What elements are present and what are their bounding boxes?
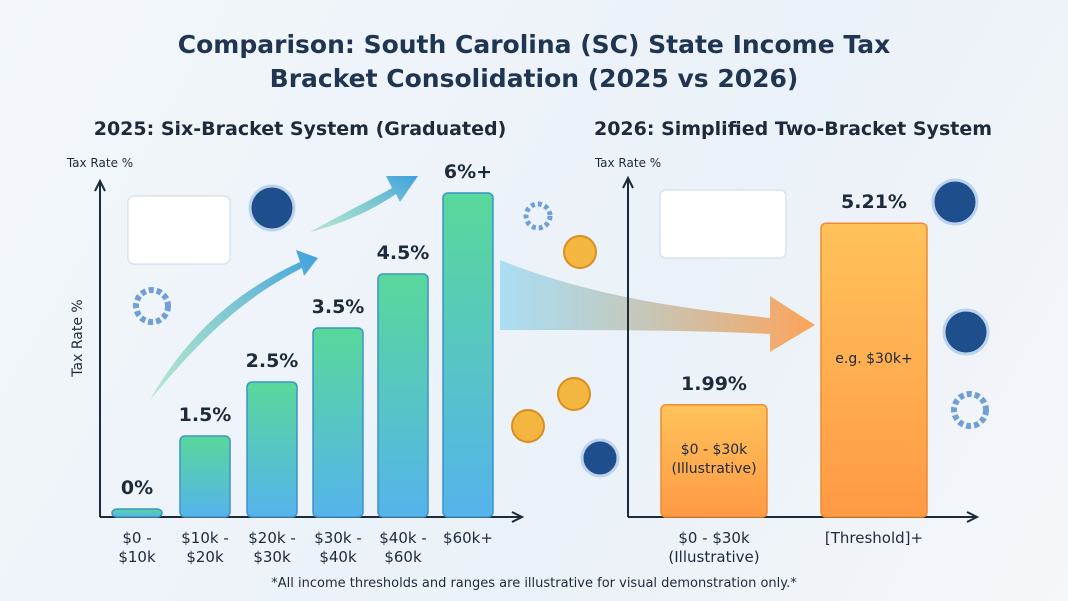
decor-arrow: [310, 176, 418, 232]
value-label: 1.99%: [681, 372, 747, 395]
decor-icons: [127, 178, 990, 478]
value-label: 2.5%: [245, 350, 299, 372]
x-tick-label: $20k - $30k: [248, 529, 296, 566]
x-tick-label: $10k - $20k: [181, 529, 229, 566]
bar: [820, 222, 928, 518]
y-axis: [622, 175, 634, 517]
bar: [111, 508, 163, 518]
bar: [179, 435, 231, 518]
y-axis-label: Tax Rate %: [70, 299, 86, 377]
bar: [660, 404, 768, 518]
footnote: *All income thresholds and ranges are il…: [271, 576, 797, 591]
bar-label: $0 - $30k (Illustrative): [671, 441, 757, 477]
x-tick-label: $40k - $60k: [379, 529, 427, 566]
bar: [246, 381, 298, 518]
subtitle: 2026: Simplified Two-Bracket System: [593, 118, 993, 140]
bar: [377, 273, 429, 518]
subtitle: 2025: Six-Bracket System (Graduated): [93, 118, 507, 140]
x-tick-label: $0 - $10k: [118, 529, 156, 566]
flow-arrow: [500, 260, 815, 352]
value-label: 3.5%: [311, 296, 365, 318]
y-axis: [94, 178, 106, 517]
value-label: 6%+: [443, 161, 493, 183]
x-tick-label: $0 - $30k (Illustrative): [668, 529, 760, 566]
x-tick-label: $60k+: [443, 529, 493, 547]
bar: [312, 327, 364, 518]
value-label: 5.21%: [841, 191, 907, 214]
y-axis-label: Tax Rate %: [66, 156, 134, 170]
y-axis-label: Tax Rate %: [594, 156, 662, 170]
title: Comparison: South Carolina (SC) State In…: [177, 30, 891, 93]
decor-arrow: [150, 250, 318, 400]
value-label: 4.5%: [376, 242, 430, 264]
x-tick-label: [Threshold]+: [824, 529, 924, 547]
value-label: 0%: [120, 477, 154, 499]
bar: [442, 192, 494, 518]
x-tick-label: $30k - $40k: [314, 529, 362, 566]
bar-label: e.g. $30k+: [835, 351, 913, 368]
value-label: 1.5%: [178, 404, 232, 426]
